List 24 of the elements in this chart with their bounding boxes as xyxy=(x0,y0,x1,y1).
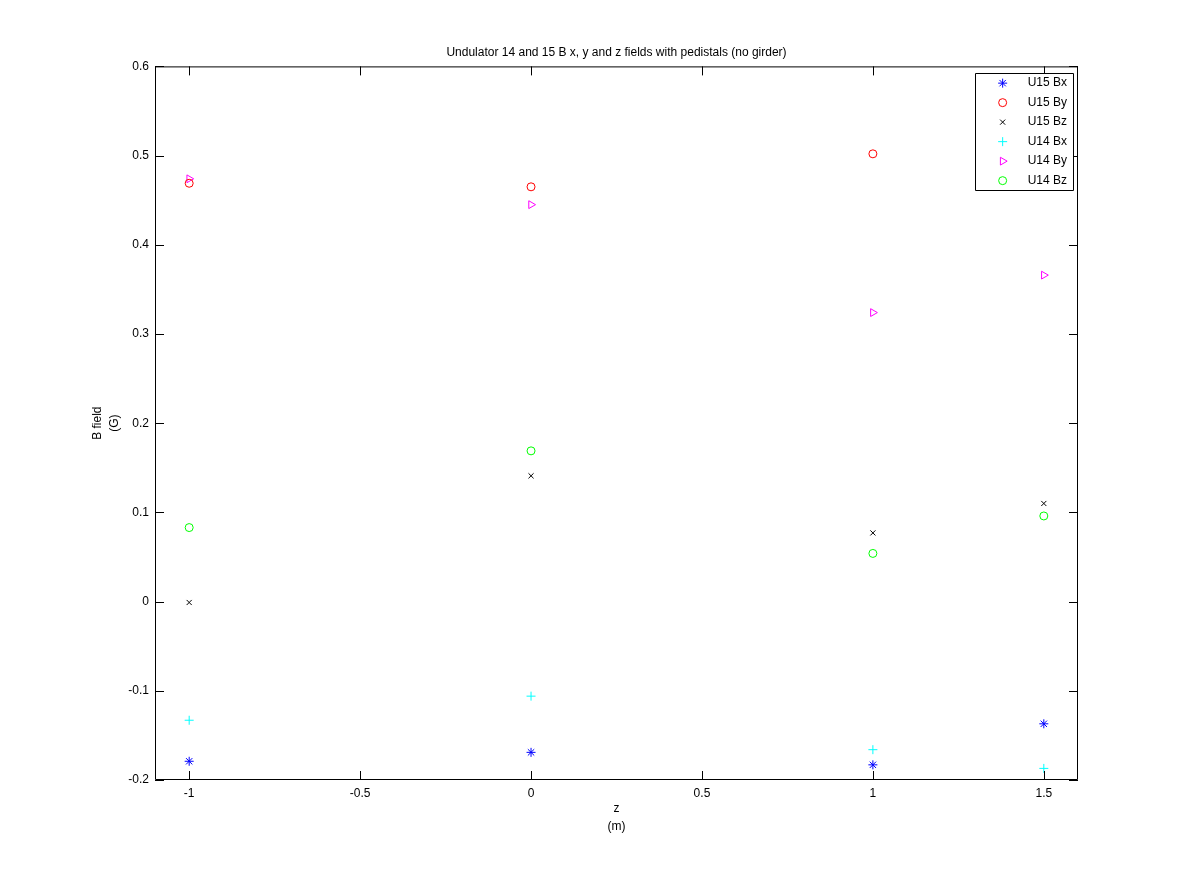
legend-label: U14 By xyxy=(1027,153,1068,168)
chart-title: Undulator 14 and 15 B x, y and z fields with pedistals (no girder) xyxy=(446,44,787,59)
y-tick-label: 0.4 xyxy=(132,237,150,252)
x-tick-label: 1.5 xyxy=(1035,785,1053,800)
legend-label: U15 By xyxy=(1027,94,1068,109)
legend-label: U15 Bx xyxy=(1027,75,1068,90)
y-tick-label: 0.6 xyxy=(132,58,150,73)
x-tick-label: 0 xyxy=(527,785,535,800)
y-tick-label: 0.5 xyxy=(132,147,150,162)
y-tick-label: 0 xyxy=(142,593,150,608)
y-tick-label: 0.2 xyxy=(132,415,150,430)
legend-label: U15 Bz xyxy=(1027,114,1068,129)
legend-label: U14 Bz xyxy=(1027,172,1068,187)
y-tick-label: -0.1 xyxy=(128,683,150,698)
y-tick-label: 0.1 xyxy=(132,504,150,519)
x-tick-label: 0.5 xyxy=(693,785,711,800)
x-tick-label: -0.5 xyxy=(349,785,371,800)
x-tick-label: -1 xyxy=(183,785,195,800)
y-axis-title: B field (G) xyxy=(90,406,122,440)
y-tick-label: -0.2 xyxy=(128,772,150,787)
x-tick-label: 1 xyxy=(869,785,877,800)
y-tick-label: 0.3 xyxy=(132,326,150,341)
legend-label: U14 Bx xyxy=(1027,133,1068,148)
x-axis-title: z (m) xyxy=(607,801,626,833)
